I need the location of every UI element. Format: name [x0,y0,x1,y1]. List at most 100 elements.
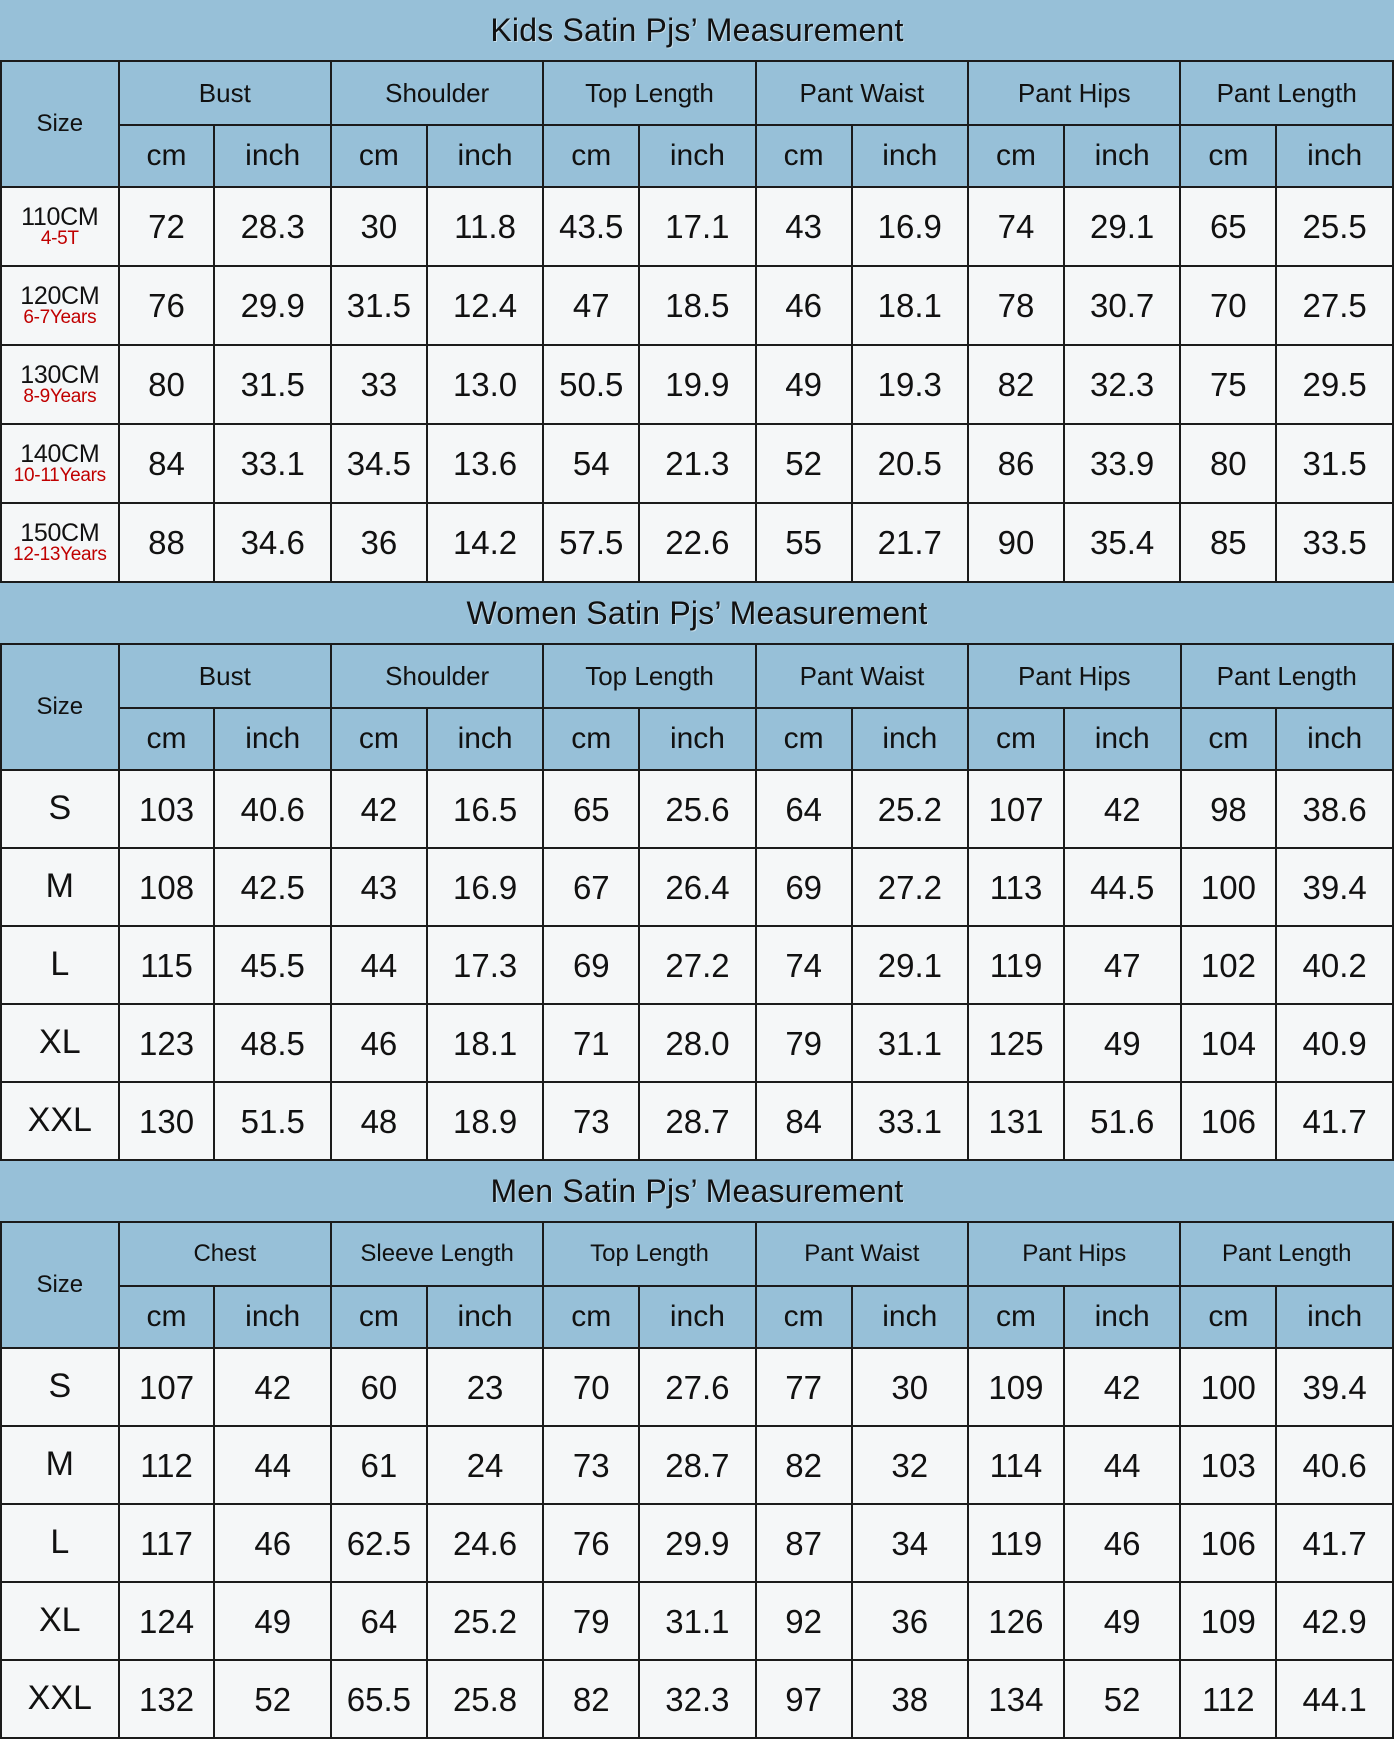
column-group-header: Pant Hips [967,643,1182,709]
column-unit-header: cm [117,1285,216,1349]
measurement-cell: 42 [213,1347,332,1427]
measurement-cell: 74 [754,925,853,1005]
measurement-cell: 84 [754,1081,853,1161]
column-header-size: Size [0,643,120,771]
measurement-cell: 12.4 [425,265,545,346]
size-label-age: 4-5T [40,228,79,250]
measurement-cell: 40.6 [213,769,332,849]
measurement-cell: 73 [542,1425,641,1505]
measurement-cell: 107 [967,769,1065,849]
table-row: XXL 130 51.5 48 18.9 73 28.7 84 33.1 131 51.6 106 41… [0,1081,1394,1161]
measurement-cell: 25.5 [1275,186,1394,267]
measurement-cell: 17.3 [425,925,545,1005]
column-unit-header: inch [213,707,332,771]
measurement-cell: 36 [850,1581,970,1661]
measurement-cell: 17.1 [638,186,757,267]
size-label-age: 12-13Years [13,544,107,566]
column-unit-header: cm [117,124,216,188]
measurement-cell: 31.1 [638,1581,757,1661]
column-unit-header: inch [213,1285,332,1349]
column-unit-header: inch [638,707,757,771]
measurement-cell: 34.6 [213,502,332,583]
measurement-cell: 13.6 [425,423,545,504]
measurement-cell: 79 [542,1581,641,1661]
measurement-cell: 31.5 [213,344,332,425]
measurement-cell: 69 [754,847,853,927]
column-group-header: Top Length [542,1221,757,1287]
column-unit-header: cm [1179,707,1278,771]
column-unit-header: cm [754,124,853,188]
size-label-main: 130CM [20,360,100,389]
column-group-header: Shoulder [329,643,545,709]
column-group-header: Shoulder [329,60,545,126]
column-group-header: Pant Hips [967,1221,1182,1287]
measurement-cell: 85 [1179,502,1278,583]
measurement-cell: 71 [542,1003,641,1083]
table-row: S 107 42 60 23 70 27.6 77 30 109 42 100 39.4 [0,1347,1394,1427]
measurement-cell: 100 [1179,847,1278,927]
column-unit-header: cm [117,707,216,771]
size-label-cell: 120CM 6-7Years [0,265,120,346]
column-header-size: Size [0,1221,120,1349]
measurement-cell: 112 [1179,1659,1278,1739]
measurement-cell: 119 [967,925,1065,1005]
measurement-cell: 28.7 [638,1425,757,1505]
measurement-table-women: Women Satin Pjs’ Measurement Size Bust Shou… [0,583,1394,1161]
measurement-cell: 102 [1179,925,1278,1005]
measurement-cell: 84 [117,423,216,504]
measurement-cell: 51.5 [213,1081,332,1161]
measurement-cell: 113 [967,847,1065,927]
measurement-cell: 29.5 [1275,344,1394,425]
measurement-cell: 61 [329,1425,428,1505]
measurement-cell: 36 [329,502,428,583]
size-label-age: 6-7Years [23,307,97,329]
column-header-size: Size [0,60,120,188]
section-title-men: Men Satin Pjs’ Measurement [1,1161,1393,1223]
measurement-cell: 49 [754,344,853,425]
column-group-header: Top Length [542,60,757,126]
measurement-cell: 43 [330,847,428,927]
size-label-main: 150CM [20,518,100,547]
measurement-cell: 112 [117,1425,216,1505]
measurement-cell: 42 [1062,769,1182,849]
size-label-cell: XL [0,1581,120,1661]
column-unit-header: inch [425,1285,545,1349]
measurement-cell: 39.4 [1275,847,1394,927]
measurement-cell: 33.1 [850,1081,970,1161]
measurement-cell: 30 [850,1347,970,1427]
measurement-cell: 126 [967,1581,1065,1661]
measurement-cell: 55 [754,502,853,583]
measurement-cell: 44.5 [1062,847,1182,927]
measurement-cell: 88 [117,502,216,583]
column-unit-header: inch [425,124,545,188]
measurement-cell: 134 [967,1659,1065,1739]
measurement-cell: 29.1 [850,925,970,1005]
measurement-table-kids: Kids Satin Pjs’ Measurement Size Bust Shoul… [0,0,1394,583]
measurement-cell: 64 [754,769,853,849]
measurement-cell: 98 [1179,769,1278,849]
column-unit-header: inch [425,707,545,771]
measurement-cell: 18.9 [425,1081,545,1161]
measurement-cell: 52 [1062,1659,1182,1739]
measurement-cell: 69 [542,925,641,1005]
measurement-cell: 43.5 [542,186,641,267]
measurement-cell: 103 [117,769,216,849]
measurement-cell: 42 [330,769,428,849]
measurement-cell: 44 [213,1425,332,1505]
measurement-cell: 87 [754,1503,853,1583]
measurement-cell: 28.0 [638,1003,757,1083]
measurement-cell: 28.3 [213,186,332,267]
size-label-cell: XL [0,1003,120,1083]
size-label-cell: 140CM 10-11Years [0,423,120,504]
measurement-cell: 41.7 [1275,1503,1394,1583]
measurement-cell: 27.6 [638,1347,757,1427]
measurement-cell: 131 [967,1081,1065,1161]
column-unit-header: inch [850,124,970,188]
measurement-cell: 44 [330,925,428,1005]
measurement-cell: 97 [754,1659,853,1739]
measurement-cell: 22.6 [638,502,757,583]
measurement-cell: 82 [967,344,1065,425]
measurement-cell: 114 [967,1425,1065,1505]
size-label-cell: XXL [0,1081,120,1161]
